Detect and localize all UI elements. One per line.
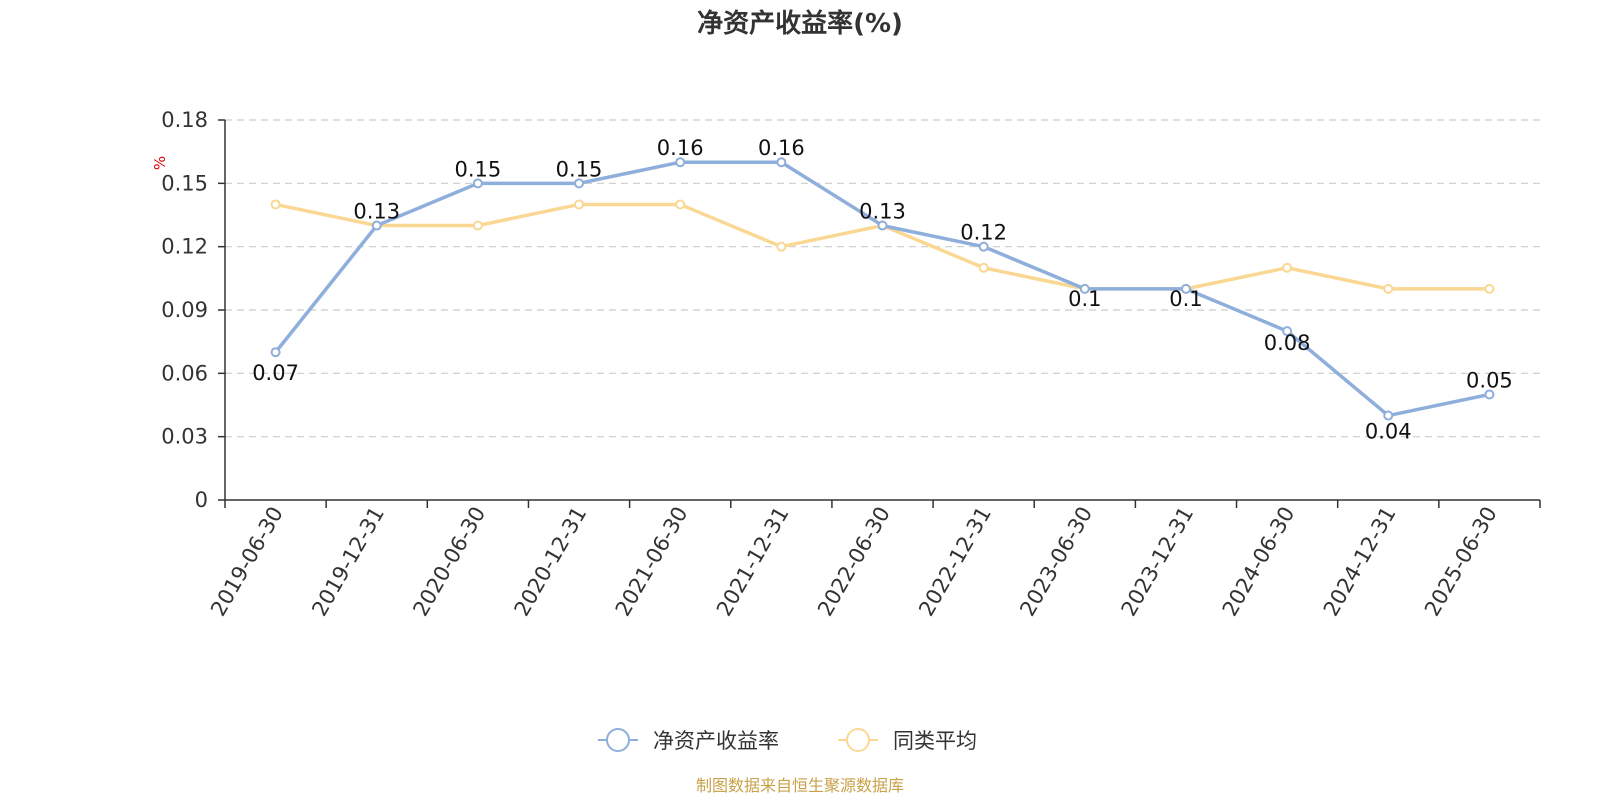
legend[interactable]: 净资产收益率 同类平均: [598, 728, 977, 753]
data-label-0: 0.07: [252, 361, 299, 385]
data-label-9: 0.1: [1169, 287, 1202, 311]
data-labels: 0.07 0.13 0.15 0.15 0.16 0.16 0.13 0.12 0.1 0.1 0.…: [252, 136, 1513, 443]
series-0-point-2: [472, 178, 483, 189]
data-label-5: 0.16: [758, 136, 805, 160]
grid-lines: [225, 119, 1540, 438]
y-tick-label-1: 0.03: [161, 425, 208, 449]
x-tick-label-12: 2025-06-30: [1420, 503, 1502, 621]
y-tick-label-0: 0: [195, 488, 208, 512]
series-1-point-11: [1383, 283, 1394, 294]
x-tick-label-8: 2023-06-30: [1015, 503, 1097, 621]
series-0-point-0: [270, 347, 281, 358]
series-1-point-12: [1484, 283, 1495, 294]
y-tick-label-3: 0.09: [161, 298, 208, 322]
series-1-point-10: [1282, 262, 1293, 273]
y-tick-label-2: 0.06: [161, 361, 208, 385]
legend-marker-0: [606, 728, 630, 752]
series-0-point-12: [1484, 389, 1495, 400]
x-tick-label-0: 2019-06-30: [206, 503, 288, 621]
series-0-point-3: [574, 178, 585, 189]
series-1-point-7: [978, 262, 989, 273]
series-1-point-3: [574, 199, 585, 210]
data-label-10: 0.08: [1264, 331, 1311, 355]
data-label-8: 0.1: [1068, 287, 1101, 311]
series-1-point-4: [675, 199, 686, 210]
data-label-7: 0.12: [960, 221, 1007, 245]
data-label-11: 0.04: [1365, 420, 1412, 444]
source-note: 制图数据来自恒生聚源数据库: [696, 776, 904, 795]
series-0-point-7: [978, 241, 989, 252]
series-0-point-1: [371, 220, 382, 231]
x-tick-label-11: 2024-12-31: [1319, 503, 1401, 621]
data-label-12: 0.05: [1466, 368, 1513, 392]
x-tick-label-3: 2020-12-31: [510, 503, 592, 621]
data-label-4: 0.16: [657, 136, 704, 160]
axes: [218, 119, 1541, 508]
series-0-point-4: [675, 157, 686, 168]
series-0-point-8: [1079, 283, 1090, 294]
series-0-point-11: [1383, 410, 1394, 421]
data-label-3: 0.15: [556, 157, 603, 181]
y-tick-label-5: 0.15: [161, 171, 208, 195]
series-group: [270, 157, 1495, 421]
x-tick-label-1: 2019-12-31: [307, 503, 389, 621]
series-0-point-6: [877, 220, 888, 231]
data-label-1: 0.13: [353, 200, 400, 224]
legend-label-0[interactable]: 净资产收益率: [653, 729, 779, 753]
y-tick-labels: 0 0.03 0.06 0.09 0.12 0.15 0.18: [161, 108, 208, 512]
series-0-point-5: [776, 157, 787, 168]
x-tick-label-5: 2021-12-31: [712, 503, 794, 621]
y-tick-label-6: 0.18: [161, 108, 208, 132]
x-tick-label-10: 2024-06-30: [1218, 503, 1300, 621]
x-tick-label-4: 2021-06-30: [611, 503, 693, 621]
series-0-point-9: [1180, 283, 1191, 294]
legend-marker-1: [846, 728, 870, 752]
legend-label-1[interactable]: 同类平均: [893, 729, 977, 753]
data-label-2: 0.15: [455, 157, 502, 181]
series-0-point-10: [1282, 326, 1293, 337]
series-1-point-2: [472, 220, 483, 231]
series-1-point-5: [776, 241, 787, 252]
x-tick-label-9: 2023-12-31: [1116, 503, 1198, 621]
chart-title: 净资产收益率(%): [697, 8, 903, 39]
y-tick-label-4: 0.12: [161, 235, 208, 259]
x-tick-labels: 2019-06-30 2019-12-31 2020-06-30 2020-12-31…: [206, 503, 1502, 621]
data-label-6: 0.13: [859, 200, 906, 224]
series-1-point-0: [270, 199, 281, 210]
x-tick-label-2: 2020-06-30: [408, 503, 490, 621]
x-tick-label-7: 2022-12-31: [914, 503, 996, 621]
y-axis-unit: %: [151, 156, 169, 170]
x-tick-label-6: 2022-06-30: [813, 503, 895, 621]
